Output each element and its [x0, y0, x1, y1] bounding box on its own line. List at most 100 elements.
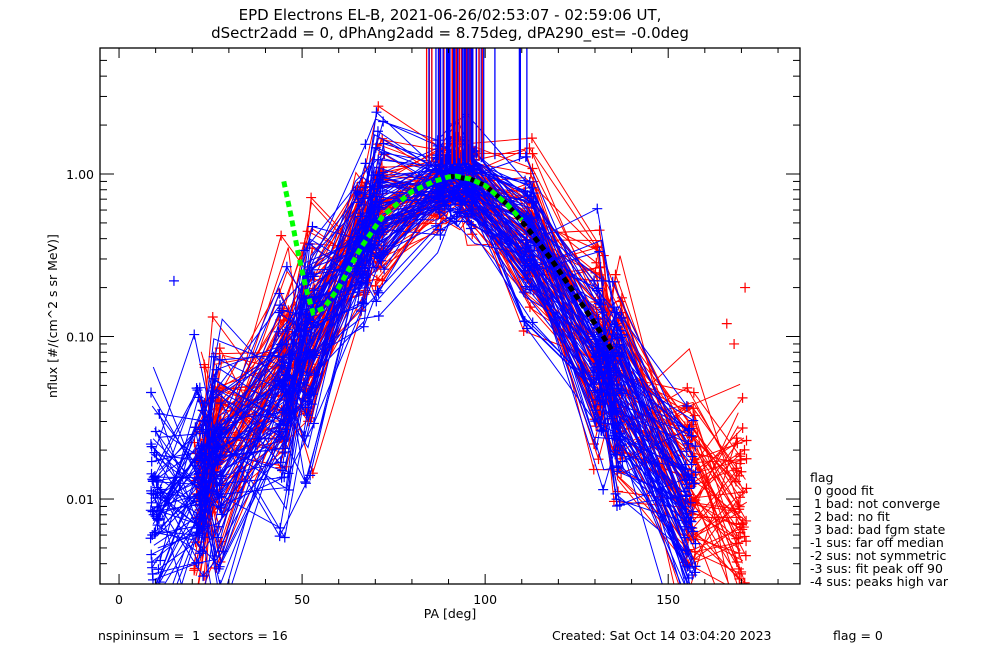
data-point-marker: [212, 532, 223, 543]
data-point-marker: [307, 221, 318, 232]
trace-line: [151, 172, 692, 584]
data-point-marker: [378, 138, 389, 149]
fit-curve-black: [448, 173, 616, 354]
data-point-marker: [372, 181, 383, 192]
data-point-marker: [274, 307, 285, 318]
legend-entry: -1 sus: far off median: [810, 535, 944, 550]
data-point-marker: [377, 177, 388, 188]
data-point-marker: [207, 312, 218, 323]
data-point-marker: [306, 348, 317, 359]
data-point-marker: [741, 536, 752, 547]
data-point-marker: [197, 513, 208, 524]
trace-line: [156, 151, 690, 564]
data-point-marker: [191, 383, 202, 394]
chart-title-line2: dSectr2add = 0, dPhAng2add = 8.75deg, dP…: [211, 24, 689, 43]
data-point-marker: [690, 495, 701, 506]
trace-line: [158, 148, 688, 452]
trace-line: [157, 134, 691, 584]
data-point-marker: [358, 321, 369, 332]
data-point-marker: [593, 454, 604, 465]
data-point-marker: [733, 532, 744, 543]
data-point-marker: [598, 275, 609, 286]
trace-line: [158, 150, 689, 507]
data-point-marker: [281, 420, 292, 431]
data-point-marker: [741, 483, 752, 494]
data-point-marker: [681, 490, 692, 501]
data-point-marker: [372, 126, 383, 137]
legend-entry: -4 sus: peaks high var: [810, 574, 949, 589]
data-point-marker: [686, 516, 697, 527]
legend-title: flag: [810, 470, 833, 485]
traces-layer: [145, 48, 752, 622]
data-point-marker: [308, 271, 319, 282]
data-point-marker: [189, 460, 200, 471]
trace-line: [160, 113, 687, 522]
data-point-marker: [147, 474, 158, 485]
legend-entry: 1 bad: not converge: [810, 496, 940, 511]
data-point-marker: [274, 531, 285, 542]
data-point-marker: [731, 463, 742, 474]
data-point-marker: [356, 255, 367, 266]
data-point-marker: [608, 367, 619, 378]
data-point-marker: [168, 275, 179, 286]
data-point-marker: [281, 395, 292, 406]
data-point-marker: [524, 177, 535, 188]
data-point-marker: [196, 440, 207, 451]
data-point-marker: [445, 203, 456, 214]
footer-flag: flag = 0: [833, 628, 883, 643]
data-point-marker: [353, 197, 364, 208]
trace-line: [150, 159, 690, 539]
data-point-marker: [589, 275, 600, 286]
trace-line: [156, 167, 688, 584]
data-point-marker: [374, 202, 385, 213]
data-point-marker: [683, 471, 694, 482]
data-point-marker: [273, 351, 284, 362]
data-point-marker: [467, 204, 478, 215]
x-tick-label: 150: [656, 592, 680, 607]
data-point-marker: [436, 213, 447, 224]
trace-line: [159, 156, 687, 509]
trace-line: [160, 185, 691, 570]
data-point-marker: [191, 597, 201, 607]
data-point-marker: [689, 478, 700, 489]
fit-curve-green: [281, 173, 524, 317]
data-point-marker: [451, 216, 462, 227]
trace-line: [151, 159, 694, 494]
data-point-marker: [149, 447, 160, 458]
legend-entry: -2 sus: not symmetric: [810, 548, 946, 563]
data-point-marker: [681, 475, 692, 486]
data-point-marker: [283, 468, 294, 479]
fit-curves-layer: [281, 173, 616, 354]
data-point-marker: [147, 592, 157, 602]
data-point-marker: [609, 350, 620, 361]
data-point-marker: [610, 488, 621, 499]
data-point-marker: [731, 556, 742, 567]
data-point-marker: [155, 587, 165, 597]
data-point-marker: [524, 143, 535, 154]
data-point-marker: [737, 612, 747, 622]
data-point-marker: [308, 317, 319, 328]
legend-entry: 0 good fit: [810, 483, 874, 498]
data-point-marker: [610, 420, 621, 431]
y-tick-label: 0.10: [66, 330, 94, 345]
data-point-marker: [589, 385, 600, 396]
data-point-marker: [195, 489, 206, 500]
data-point-marker: [373, 101, 384, 112]
data-point-marker: [690, 605, 700, 615]
data-point-marker: [353, 263, 364, 274]
data-point-marker: [526, 133, 537, 144]
data-point-marker: [151, 449, 162, 460]
data-point-marker: [432, 188, 443, 199]
data-point-marker: [199, 398, 210, 408]
data-point-marker: [681, 592, 691, 602]
data-point-marker: [520, 175, 531, 186]
data-point-marker: [732, 438, 743, 449]
trace-line: [151, 190, 688, 578]
trace-line: [164, 170, 693, 584]
data-point-marker: [279, 532, 290, 543]
data-point-marker: [307, 468, 318, 479]
trace-line: [197, 175, 745, 584]
data-point-marker: [371, 296, 382, 307]
trace-line: [151, 154, 696, 509]
data-point-marker: [597, 307, 608, 318]
